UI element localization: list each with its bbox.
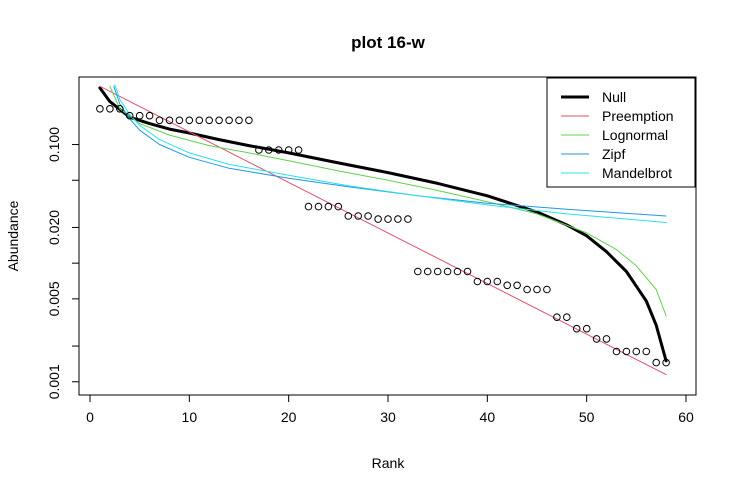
legend-entry: Zipf [602, 146, 625, 162]
data-point [304, 202, 313, 211]
data-point [493, 277, 502, 286]
data-point [175, 116, 184, 125]
data-point [284, 146, 293, 154]
x-tick-label: 30 [380, 409, 396, 425]
data-point [592, 335, 601, 343]
legend-entry: Preemption [602, 108, 674, 124]
x-tick-label: 50 [579, 409, 595, 425]
data-point [423, 267, 432, 276]
data-point [404, 215, 412, 223]
series-line-mandelbrot [114, 84, 667, 223]
y-axis-label: Abundance [5, 200, 21, 271]
data-point [106, 105, 114, 113]
data-point [255, 146, 263, 154]
x-tick-label: 20 [281, 409, 297, 425]
data-point [314, 202, 323, 211]
legend-entry: Null [602, 89, 626, 105]
legend-entry: Lognormal [602, 127, 668, 143]
data-point [394, 215, 402, 223]
data-point [215, 116, 223, 125]
data-point [195, 116, 204, 125]
x-tick-label: 40 [480, 409, 496, 425]
y-tick-label: 0.020 [46, 210, 62, 245]
data-point [553, 313, 561, 322]
data-point [582, 324, 591, 333]
x-axis: 0 10 20 30 40 50 60 [86, 394, 694, 425]
y-tick-label: 0.100 [46, 127, 62, 162]
data-point [185, 116, 194, 125]
y-tick-label: 0.001 [46, 364, 62, 399]
data-point [572, 324, 581, 333]
x-tick-label: 10 [182, 409, 198, 425]
data-point [384, 215, 392, 223]
data-point [414, 267, 422, 276]
x-tick-label: 60 [678, 409, 694, 425]
data-point [652, 358, 661, 367]
data-point [265, 146, 273, 154]
y-axis: 0.001 0.005 0.020 0.100 [46, 127, 80, 399]
data-point [274, 146, 283, 154]
legend-entry: Mandelbrot [602, 165, 672, 181]
data-point [543, 285, 551, 294]
data-point [135, 111, 144, 120]
data-point [483, 277, 492, 286]
data-point [116, 105, 124, 113]
data-point [324, 202, 333, 211]
data-point [503, 281, 512, 290]
series-line-lognormal [109, 85, 667, 317]
legend: Null Preemption Lognormal Zipf Mandelbrot [546, 77, 696, 188]
data-point [612, 347, 621, 356]
x-tick-label: 0 [86, 409, 94, 425]
data-point [205, 116, 213, 125]
data-point [473, 277, 482, 286]
data-point [235, 116, 243, 125]
data-point [443, 267, 452, 276]
data-point [602, 335, 611, 343]
series-line-null [98, 86, 668, 363]
data-point [145, 111, 154, 120]
data-point [513, 281, 521, 290]
data-point [96, 105, 104, 113]
data-point [632, 347, 641, 356]
data-point [523, 285, 531, 294]
data-point [662, 358, 670, 367]
data-point [245, 116, 253, 125]
y-tick-label: 0.005 [46, 281, 62, 316]
data-point [155, 116, 164, 125]
data-point [165, 116, 174, 125]
data-point [463, 267, 472, 276]
data-point [344, 212, 353, 220]
data-point [354, 212, 363, 220]
data-point [533, 285, 541, 294]
data-point [364, 212, 372, 220]
data-point [225, 116, 233, 125]
x-axis-label: Rank [372, 455, 406, 471]
series-line-preemption [99, 85, 667, 376]
data-point [642, 347, 651, 356]
data-point [563, 313, 571, 322]
data-point [433, 267, 442, 276]
chart-title: plot 16-w [351, 33, 425, 52]
data-point [374, 215, 382, 223]
data-point [294, 146, 303, 154]
data-point [622, 347, 631, 356]
data-point [334, 202, 343, 211]
data-point [125, 111, 134, 120]
data-point [453, 267, 462, 276]
